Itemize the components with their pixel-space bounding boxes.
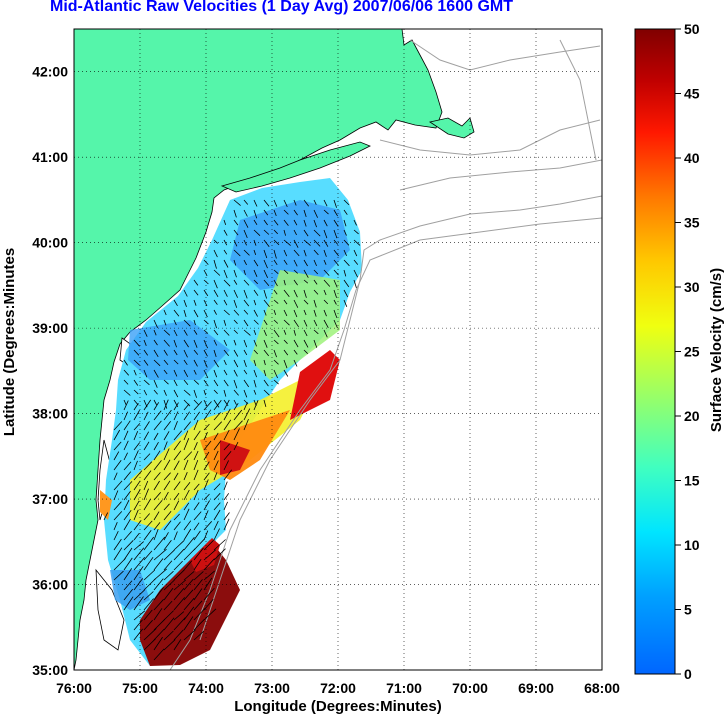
x-tick-label: 73:00 [254, 680, 290, 696]
x-axis-ticks: 76:00 75:00 74:00 73:00 72:00 71:00 70:00 69:00… [56, 680, 620, 696]
colorbar-tick-label: 35 [684, 215, 700, 231]
colorbar-tick-label: 10 [684, 537, 700, 553]
y-tick-label: 40:00 [32, 235, 68, 251]
bathymetry-contour-3 [379, 119, 601, 156]
long-island [220, 141, 371, 193]
colorbar-tick-label: 5 [684, 602, 692, 618]
y-axis-ticks: 42:00 41:00 40:00 39:00 38:00 37:00 36:00 35:00 [32, 64, 68, 678]
colorbar-label: Surface Velocity (cm/s) [708, 268, 724, 432]
colorbar-tick-label: 30 [684, 279, 700, 295]
map-title: Mid-Atlantic Raw Velocities (1 Day Avg) … [50, 0, 513, 15]
pamlico-sound [95, 568, 125, 651]
colorbar-tick-label: 40 [684, 150, 700, 166]
velocity-red-edge [290, 350, 340, 420]
colorbar-tick-label: 0 [684, 666, 692, 682]
bathymetry-contour-4 [399, 159, 602, 191]
plot-frame [73, 28, 603, 671]
colorbar [634, 28, 676, 675]
x-tick-label: 74:00 [188, 680, 224, 696]
x-tick-label: 68:00 [584, 680, 620, 696]
y-axis-label: Latitude (Degrees:Minutes [1, 248, 18, 436]
y-tick-label: 41:00 [32, 149, 68, 165]
bathymetry-contour [199, 195, 602, 641]
colorbar-tick-label: 20 [684, 408, 700, 424]
grid-lines [74, 29, 602, 670]
cape-cod [428, 117, 475, 139]
colorbar-tick-label: 15 [684, 473, 700, 489]
bathymetry-contour-5 [409, 39, 601, 71]
y-tick-label: 37:00 [32, 491, 68, 507]
y-tick-label: 38:00 [32, 406, 68, 422]
velocity-green-band [250, 270, 340, 380]
velocity-low-sw [110, 570, 150, 610]
y-tick-label: 42:00 [32, 64, 68, 80]
x-axis-label: Longitude (Degrees:Minutes) [234, 698, 442, 714]
x-tick-label: 70:00 [452, 680, 488, 696]
colorbar-tick-label: 50 [684, 21, 700, 37]
colorbar-tick-label: 25 [684, 344, 700, 360]
x-tick-label: 75:00 [122, 680, 158, 696]
y-tick-label: 36:00 [32, 577, 68, 593]
y-tick-label: 39:00 [32, 320, 68, 336]
velocity-red-edge-2 [220, 440, 250, 475]
colorbar-tick-label: 45 [684, 86, 700, 102]
velocity-orange-sw [100, 490, 112, 520]
x-tick-label: 69:00 [518, 680, 554, 696]
y-tick-label: 35:00 [32, 662, 68, 678]
velocity-low-mid [128, 320, 230, 380]
velocity-red-south [190, 538, 220, 572]
x-tick-label: 76:00 [56, 680, 92, 696]
x-tick-label: 71:00 [386, 680, 422, 696]
x-tick-label: 72:00 [320, 680, 356, 696]
bathymetry-contour-6 [559, 39, 597, 161]
velocity-vectors [103, 199, 361, 661]
